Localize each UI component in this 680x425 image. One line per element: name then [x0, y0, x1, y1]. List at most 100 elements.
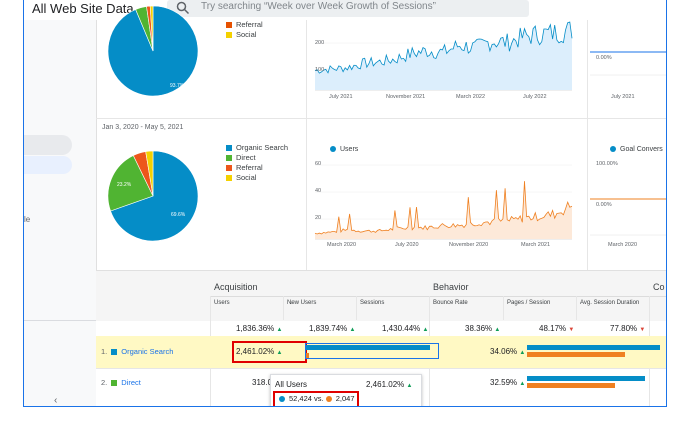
arrow-up-icon: ▲: [276, 327, 283, 333]
series-legend-users[interactable]: Users: [330, 146, 358, 153]
arrow-down-icon: ▼: [568, 327, 575, 333]
x-tick: March 2022: [456, 94, 486, 100]
col-header-pages-session[interactable]: Pages / Session: [507, 300, 551, 306]
y-tick: 20: [315, 215, 322, 221]
tooltip-value: 2,461.02% ▲: [366, 380, 413, 389]
data-table: Acquisition Behavior Co Users ↓ New User…: [96, 270, 666, 406]
pie-slice: [149, 5, 154, 52]
x-tick: July 2020: [395, 242, 419, 248]
mini-chart-mid: [590, 198, 666, 236]
bar-previous: [305, 353, 309, 358]
arrow-up-icon: ▲: [519, 381, 526, 387]
arrow-up-icon: ▲: [406, 383, 413, 389]
mini-chart-top: [590, 51, 666, 76]
col-header-new-users[interactable]: New Users: [287, 300, 317, 306]
legend-item: Social: [226, 173, 288, 183]
collapse-icon[interactable]: ‹: [54, 395, 58, 406]
x-tick: July 2021: [329, 94, 353, 100]
legend-item: Social: [226, 30, 263, 40]
search-icon: [176, 1, 190, 15]
pie-chart-mid: 23.2% 69.6%: [107, 150, 199, 242]
bar-current: [305, 345, 430, 350]
y-tick: 100: [315, 67, 325, 73]
pie-slice: [145, 150, 154, 197]
total-sessions: 1,430.44% ▲: [382, 324, 429, 333]
analytics-frame: All Web Site Data ▾ Try searching “Week …: [23, 0, 667, 407]
cell-bounce-rate: 32.59% ▲: [490, 378, 526, 387]
bar-frame: [305, 343, 439, 359]
x-tick: July 2022: [523, 94, 547, 100]
table-row-direct[interactable]: 2. Direct: [101, 378, 141, 387]
tooltip-compare: 52,424 vs. 2,047: [279, 394, 355, 403]
date-range: Jan 3, 2020 - May 5, 2021: [102, 124, 184, 131]
sidebar-partial-label: le: [24, 215, 31, 224]
col-header-users[interactable]: Users ↓: [214, 300, 293, 306]
total-bounce-rate: 38.36% ▲: [465, 324, 501, 333]
x-tick: March 2020: [327, 242, 357, 248]
y-tick: 60: [315, 161, 322, 167]
x-tick: March 2021: [521, 242, 551, 248]
sidebar: le ‹: [24, 20, 97, 406]
legend-item: Referral: [226, 20, 263, 30]
search-placeholder: Try searching “Week over Week Growth of …: [201, 1, 436, 12]
divider: [306, 20, 307, 270]
legend-mid: Organic Search Direct Referral Social: [226, 143, 288, 183]
cell-users: 2,461.02% ▲: [236, 347, 283, 356]
cell-bounce-rate: 34.06% ▲: [490, 347, 526, 356]
total-pages-session: 48.17% ▼: [539, 324, 575, 333]
divider: [587, 20, 588, 270]
arrow-down-icon: ▼: [639, 327, 646, 333]
col-header-bounce-rate[interactable]: Bounce Rate: [433, 300, 468, 306]
y-tick: 100.00%: [596, 161, 618, 167]
series-legend-goal[interactable]: Goal Convers: [610, 146, 663, 153]
pie-slice-label: 93.7%: [170, 83, 185, 89]
table-row-organic-search[interactable]: 1. Organic Search: [101, 347, 174, 356]
bar-current: [527, 376, 645, 381]
pie-chart-top: 93.7%: [107, 5, 199, 97]
line-chart-mid: [314, 164, 573, 240]
legend-item: Referral: [226, 163, 288, 173]
total-users: 1,836.36% ▲: [236, 324, 283, 333]
x-tick: July 2021: [611, 94, 635, 100]
legend-item: Organic Search: [226, 143, 288, 153]
tooltip: All Users 2,461.02% ▲ 52,424 vs. 2,047: [270, 374, 422, 406]
series-dot-icon: [330, 146, 336, 153]
total-avg-session: 77.80% ▼: [610, 324, 646, 333]
pie-slice: [107, 155, 154, 212]
x-tick: November 2020: [449, 242, 489, 248]
y-tick: 0.00%: [596, 55, 612, 61]
top-bar: All Web Site Data ▾ Try searching “Week …: [24, 0, 666, 20]
group-header-conversions: Co: [653, 282, 665, 292]
legend-top: Referral Social: [226, 20, 263, 40]
pie-slice: [110, 150, 199, 242]
arrow-up-icon: ▲: [422, 327, 429, 333]
col-header-avg-session[interactable]: Avg. Session Duration: [580, 300, 640, 306]
sidebar-item[interactable]: [24, 135, 72, 155]
total-new-users: 1,839.74% ▲: [309, 324, 356, 333]
arrow-up-icon: ▲: [349, 327, 356, 333]
arrow-up-icon: ▲: [276, 350, 283, 356]
col-header-sessions[interactable]: Sessions: [360, 300, 385, 306]
line-chart-top: [314, 21, 573, 91]
table-header-bg: [96, 270, 666, 321]
arrow-up-icon: ▲: [519, 350, 526, 356]
group-header-behavior: Behavior: [433, 282, 469, 292]
x-tick: November 2021: [386, 94, 426, 100]
tooltip-label: All Users: [275, 380, 308, 389]
highlight-box: [273, 391, 359, 406]
legend-item: Direct: [226, 153, 288, 163]
x-tick: March 2020: [608, 242, 638, 248]
cell-users: 318.04%: [252, 378, 284, 387]
bar-current: [527, 345, 660, 350]
series-dot-icon: [610, 146, 616, 153]
pie-slice-label: 23.2%: [117, 182, 132, 188]
y-tick: 40: [315, 188, 322, 194]
sort-desc-icon: ↓: [289, 300, 293, 306]
y-tick: 0.00%: [596, 202, 612, 208]
bar-previous: [527, 383, 615, 388]
group-header-acquisition: Acquisition: [214, 282, 258, 292]
sidebar-item-active[interactable]: [24, 156, 72, 174]
search-bar[interactable]: Try searching “Week over Week Growth of …: [167, 0, 529, 17]
bar-previous: [527, 352, 625, 357]
arrow-up-icon: ▲: [494, 327, 501, 333]
